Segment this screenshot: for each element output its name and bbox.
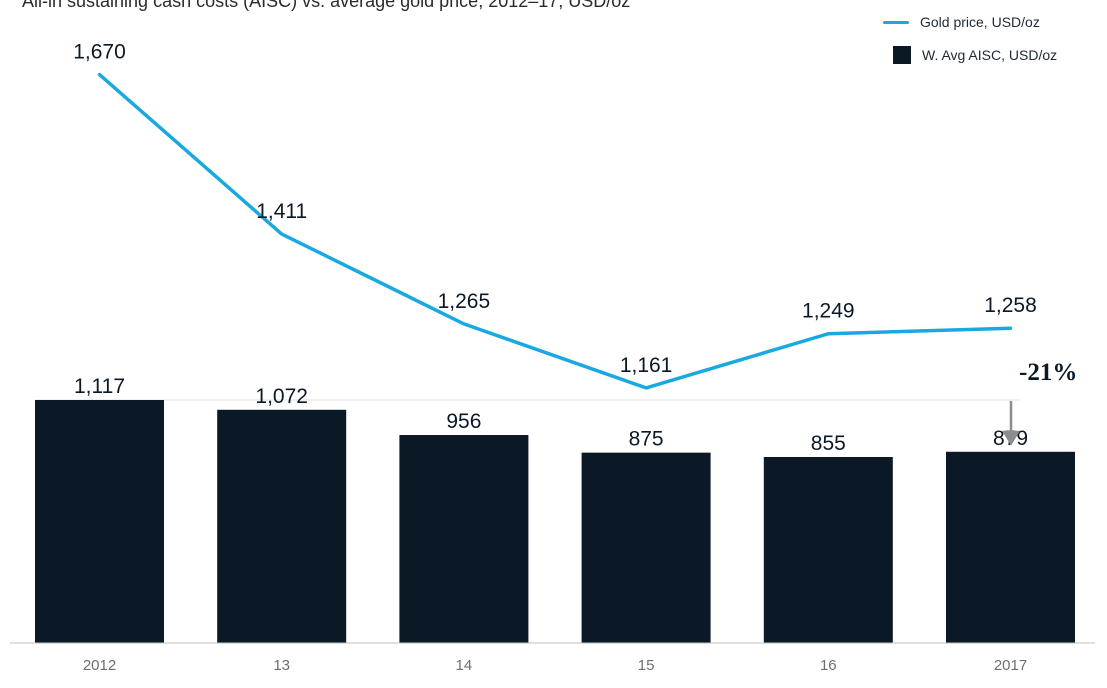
gold-price-line — [97, 72, 1013, 390]
line-value-label: 1,249 — [802, 300, 855, 323]
x-tick-label: 2017 — [994, 657, 1027, 674]
legend-label-gold-price: Gold price, USD/oz — [920, 14, 1040, 30]
bar-14 — [399, 435, 529, 643]
bar-13 — [217, 409, 347, 643]
bar-value-label: 1,117 — [74, 375, 125, 398]
line-series — [97, 72, 1013, 390]
chart-title: All-in sustaining cash costs (AISC) vs. … — [22, 0, 631, 11]
legend-box-swatch — [893, 46, 911, 64]
x-tick-label: 2012 — [83, 657, 116, 674]
x-axis: 2012 13 14 15 16 2017 — [10, 642, 1095, 674]
bar-15 — [581, 452, 711, 643]
legend-label-aisc: W. Avg AISC, USD/oz — [922, 47, 1058, 63]
legend-item-gold-price: Gold price, USD/oz — [883, 12, 1057, 32]
x-tick-label: 16 — [820, 657, 837, 674]
bar-value-label: 875 — [629, 428, 664, 451]
bar-2012 — [35, 400, 164, 643]
line-value-label: 1,265 — [438, 290, 491, 313]
bar-value-label: 855 — [811, 432, 846, 455]
x-tick-label: 13 — [273, 657, 290, 674]
line-labels: 1,670 1,411 1,265 1,161 1,249 1,258 — [73, 41, 1037, 377]
legend-line-swatch — [883, 20, 909, 24]
change-percent-label: -21% — [1019, 359, 1077, 386]
bar-series — [35, 399, 1075, 643]
bar-value-label: 956 — [446, 410, 481, 433]
bar-2017 — [946, 451, 1075, 643]
change-arrow-head — [1002, 430, 1020, 446]
legend-item-aisc: W. Avg AISC, USD/oz — [893, 45, 1057, 65]
x-tick-label: 14 — [456, 657, 473, 674]
line-value-label: 1,411 — [256, 200, 307, 223]
bar-value-label: 1,072 — [255, 385, 308, 408]
legend: Gold price, USD/oz W. Avg AISC, USD/oz — [883, 12, 1057, 78]
bar-16 — [763, 456, 893, 643]
line-value-label: 1,670 — [73, 41, 126, 64]
line-value-label: 1,258 — [984, 294, 1037, 317]
x-tick-label: 15 — [638, 657, 655, 674]
change-annotation: -21% — [1002, 359, 1077, 446]
line-value-label: 1,161 — [620, 354, 673, 377]
